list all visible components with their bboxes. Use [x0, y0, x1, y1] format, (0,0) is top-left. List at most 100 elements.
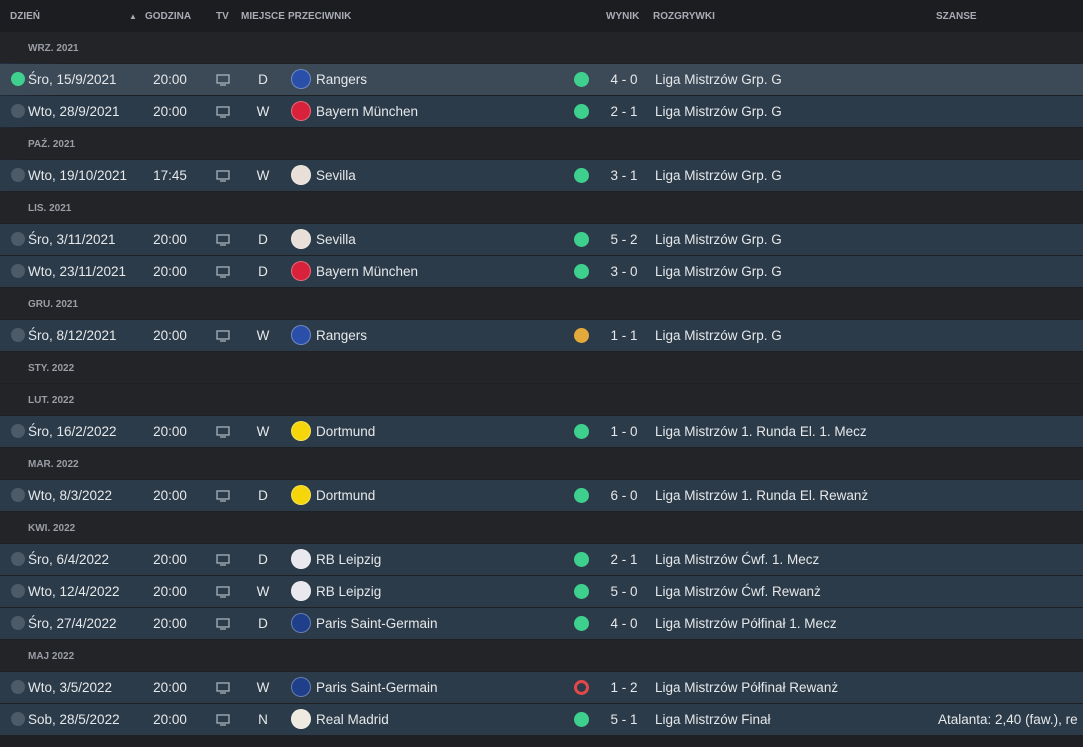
result-icon: [574, 616, 589, 631]
competition[interactable]: Liga Mistrzów Grp. G: [655, 264, 782, 279]
match-row[interactable]: Śro, 27/4/2022 20:00 D Paris Saint-Germain 4…: [0, 608, 1083, 639]
competition[interactable]: Liga Mistrzów Półfinał 1. Mecz: [655, 616, 837, 631]
match-date: Wto, 12/4/2022: [28, 584, 120, 599]
tv-icon: [216, 266, 230, 278]
month-label: LUT. 2022: [28, 395, 75, 406]
competition[interactable]: Liga Mistrzów Grp. G: [655, 232, 782, 247]
opponent[interactable]: Dortmund: [316, 424, 376, 439]
column-header[interactable]: GODZINA: [145, 11, 192, 22]
opponent[interactable]: Sevilla: [316, 168, 356, 183]
score[interactable]: 3 - 1: [610, 168, 638, 183]
club-badge: [291, 485, 311, 505]
competition[interactable]: Liga Mistrzów Półfinał Rewanż: [655, 680, 839, 695]
match-time: 20:00: [153, 552, 187, 567]
match-row[interactable]: Wto, 28/9/2021 20:00 W Bayern München 2 - 1 L…: [0, 96, 1083, 127]
score[interactable]: 4 - 0: [610, 72, 638, 87]
competition[interactable]: Liga Mistrzów 1. Runda El. Rewanż: [655, 488, 869, 503]
score[interactable]: 2 - 1: [610, 104, 638, 119]
opponent[interactable]: Paris Saint-Germain: [316, 680, 438, 695]
match-date: Śro, 3/11/2021: [28, 232, 116, 247]
match-row[interactable]: Wto, 19/10/2021 17:45 W Sevilla 3 - 1 Liga Mi…: [0, 160, 1083, 191]
competition[interactable]: Liga Mistrzów Grp. G: [655, 168, 782, 183]
opponent[interactable]: RB Leipzig: [316, 584, 382, 599]
tv-icon: [216, 330, 230, 342]
check-icon: [11, 680, 25, 694]
score[interactable]: 1 - 2: [610, 680, 638, 695]
match-row[interactable]: Śro, 3/11/2021 20:00 D Sevilla 5 - 2 Liga Mis…: [0, 224, 1083, 255]
result-icon: [574, 104, 589, 119]
column-header[interactable]: MIEJSCE: [241, 11, 285, 22]
tv-icon: [216, 586, 230, 598]
match-row[interactable]: Wto, 3/5/2022 20:00 W Paris Saint-Germain 1 …: [0, 672, 1083, 703]
venue: D: [258, 72, 268, 87]
score[interactable]: 3 - 0: [610, 264, 638, 279]
score[interactable]: 1 - 0: [610, 424, 638, 439]
month-row: WRZ. 2021: [0, 32, 1083, 63]
venue: D: [258, 232, 268, 247]
match-row[interactable]: Sob, 28/5/2022 20:00 N Real Madrid 5 - 1 Liga…: [0, 704, 1083, 735]
club-badge: [291, 421, 311, 441]
opponent[interactable]: Bayern München: [316, 104, 419, 119]
competition[interactable]: Liga Mistrzów Ćwf. 1. Mecz: [655, 552, 820, 567]
match-date: Śro, 6/4/2022: [28, 552, 110, 567]
competition[interactable]: Liga Mistrzów Ćwf. Rewanż: [655, 584, 821, 599]
match-time: 20:00: [153, 328, 187, 343]
opponent[interactable]: Paris Saint-Germain: [316, 616, 438, 631]
column-header[interactable]: ROZGRYWKI: [653, 11, 715, 22]
result-icon: [574, 72, 589, 87]
venue: D: [258, 264, 268, 279]
column-header[interactable]: PRZECIWNIK: [288, 11, 352, 22]
opponent[interactable]: Dortmund: [316, 488, 376, 503]
score[interactable]: 1 - 1: [610, 328, 638, 343]
column-header[interactable]: WYNIK: [606, 11, 640, 22]
opponent[interactable]: Sevilla: [316, 232, 356, 247]
opponent[interactable]: RB Leipzig: [316, 552, 382, 567]
match-row[interactable]: Wto, 12/4/2022 20:00 W RB Leipzig 5 - 0 Liga …: [0, 576, 1083, 607]
match-row[interactable]: Wto, 8/3/2022 20:00 D Dortmund 6 - 0 Liga Mis…: [0, 480, 1083, 511]
sort-arrow[interactable]: ▲: [129, 12, 137, 21]
match-row[interactable]: Śro, 16/2/2022 20:00 W Dortmund 1 - 0 Liga Mi…: [0, 416, 1083, 447]
match-row[interactable]: Śro, 6/4/2022 20:00 D RB Leipzig 2 - 1 Liga M…: [0, 544, 1083, 575]
club-badge: [291, 325, 311, 345]
match-row[interactable]: Śro, 15/9/2021 20:00 D Rangers 4 - 0 Liga Mis…: [0, 64, 1083, 95]
month-label: KWI. 2022: [28, 523, 76, 534]
column-header[interactable]: SZANSE: [936, 11, 977, 22]
match-time: 20:00: [153, 488, 187, 503]
club-badge: [291, 261, 311, 281]
tv-icon: [216, 682, 230, 694]
competition[interactable]: Liga Mistrzów Finał: [655, 712, 771, 727]
score[interactable]: 5 - 2: [610, 232, 638, 247]
month-label: MAJ 2022: [28, 651, 75, 662]
check-icon: [11, 584, 25, 598]
match-row[interactable]: Wto, 23/11/2021 20:00 D Bayern München 3 - 0…: [0, 256, 1083, 287]
match-date: Wto, 3/5/2022: [28, 680, 113, 695]
competition[interactable]: Liga Mistrzów Grp. G: [655, 328, 782, 343]
column-header[interactable]: TV: [216, 11, 229, 22]
venue: W: [256, 424, 270, 439]
club-badge: [291, 101, 311, 121]
opponent[interactable]: Real Madrid: [316, 712, 389, 727]
check-icon: [11, 616, 25, 630]
club-badge: [291, 677, 311, 697]
score[interactable]: 4 - 0: [610, 616, 638, 631]
result-icon: [574, 488, 589, 503]
opponent[interactable]: Bayern München: [316, 264, 419, 279]
match-time: 20:00: [153, 712, 187, 727]
column-header[interactable]: DZIEŃ: [10, 11, 40, 22]
check-icon: [11, 328, 25, 342]
opponent[interactable]: Rangers: [316, 72, 368, 87]
club-badge: [291, 581, 311, 601]
score[interactable]: 2 - 1: [610, 552, 638, 567]
competition[interactable]: Liga Mistrzów 1. Runda El. 1. Mecz: [655, 424, 867, 439]
check-icon: [11, 488, 25, 502]
score[interactable]: 6 - 0: [610, 488, 638, 503]
score[interactable]: 5 - 0: [610, 584, 638, 599]
opponent[interactable]: Rangers: [316, 328, 368, 343]
competition[interactable]: Liga Mistrzów Grp. G: [655, 104, 782, 119]
result-icon: [574, 232, 589, 247]
match-row[interactable]: Śro, 8/12/2021 20:00 W Rangers 1 - 1 Liga Mis…: [0, 320, 1083, 351]
competition[interactable]: Liga Mistrzów Grp. G: [655, 72, 782, 87]
month-row: KWI. 2022: [0, 512, 1083, 543]
score[interactable]: 5 - 1: [610, 712, 638, 727]
